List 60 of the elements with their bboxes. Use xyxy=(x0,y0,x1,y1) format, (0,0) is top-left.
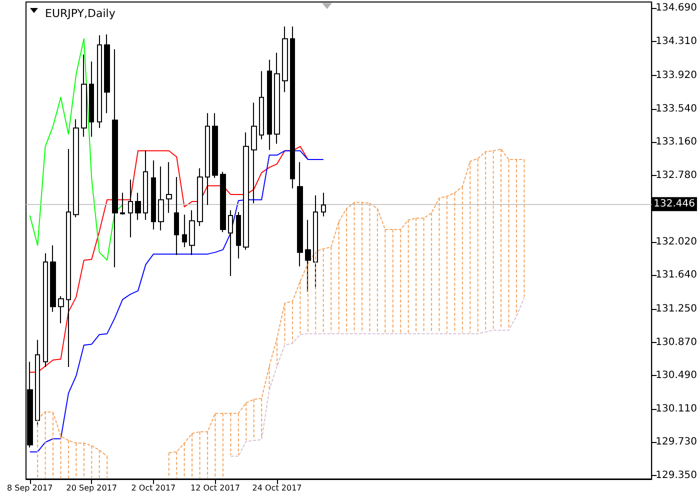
candlestick xyxy=(81,54,87,138)
x-tick-label: 2 Oct 2017 xyxy=(131,484,176,492)
candlestick xyxy=(89,61,94,138)
candlestick xyxy=(251,102,257,204)
candlestick xyxy=(236,212,241,259)
candlestick xyxy=(282,26,288,93)
y-tick-label: 130.870 xyxy=(656,336,698,348)
candlestick xyxy=(104,34,110,114)
candlestick xyxy=(321,192,326,217)
candlestick xyxy=(143,150,148,220)
candlestick xyxy=(58,296,64,324)
candlestick xyxy=(112,48,118,268)
y-tick-label: 131.640 xyxy=(656,270,698,281)
candlestick xyxy=(166,162,172,214)
candlestick xyxy=(290,26,295,189)
y-tick-label: 133.920 xyxy=(656,70,698,82)
candlestick xyxy=(73,118,79,218)
x-tick-label: 8 Sep 2017 xyxy=(7,484,53,492)
candlestick xyxy=(189,210,195,256)
candlestick xyxy=(128,179,133,238)
candlestick xyxy=(135,192,141,220)
candlestick xyxy=(50,244,56,312)
candlestick xyxy=(120,192,125,216)
candlestick xyxy=(243,132,249,250)
candlestick xyxy=(267,59,272,150)
candlestick xyxy=(151,160,156,230)
y-tick-label: 130.110 xyxy=(656,403,698,414)
candlestick xyxy=(259,70,264,140)
y-tick-label: 133.540 xyxy=(656,103,698,114)
candlestick xyxy=(43,252,48,368)
y-tick-label: 130.490 xyxy=(656,370,698,382)
y-tick-label: 132.020 xyxy=(656,236,698,248)
y-tick-label: 133.160 xyxy=(656,136,698,148)
candlestick xyxy=(220,171,226,233)
y-tick-label: 132.780 xyxy=(656,170,698,181)
candlestick xyxy=(66,148,71,368)
candlestick xyxy=(212,112,218,178)
candlestick xyxy=(158,166,164,231)
candlestick xyxy=(97,34,102,129)
y-tick-label: 134.310 xyxy=(656,36,698,47)
x-tick-label: 20 Sep 2017 xyxy=(66,484,118,492)
ref-line-label: 132.446 xyxy=(654,198,696,210)
candlestick xyxy=(174,176,179,256)
line-series xyxy=(29,150,324,452)
candlestick xyxy=(228,210,233,276)
text: EURJPY,Daily xyxy=(45,7,116,20)
candlestick xyxy=(197,168,203,227)
line-series xyxy=(230,297,525,457)
y-tick-label: 129.730 xyxy=(656,436,698,448)
candlestick xyxy=(297,162,303,267)
line-series xyxy=(29,146,308,373)
candlestick xyxy=(274,52,280,144)
y-tick-label: 129.350 xyxy=(656,470,698,481)
x-tick-label: 24 Oct 2017 xyxy=(252,484,302,492)
candlestick xyxy=(182,214,187,248)
line-series xyxy=(29,38,124,261)
y-tick-label: 131.250 xyxy=(656,304,698,315)
x-tick-label: 12 Oct 2017 xyxy=(190,484,240,492)
y-tick-label: 134.690 xyxy=(656,2,698,14)
candlestick xyxy=(205,112,210,206)
